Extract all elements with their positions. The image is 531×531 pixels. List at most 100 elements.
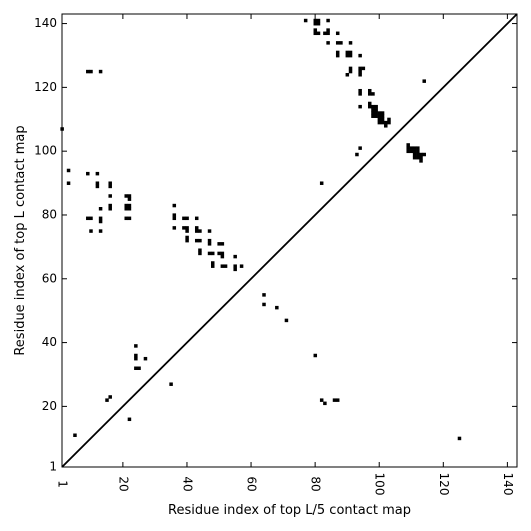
contact-point xyxy=(377,117,382,122)
contact-point xyxy=(207,251,212,256)
y-tick-label: 80 xyxy=(42,207,57,221)
contact-point xyxy=(313,21,318,26)
x-tick-label: 140 xyxy=(501,473,515,496)
contact-point xyxy=(368,88,372,93)
contact-point xyxy=(198,229,202,233)
contact-point xyxy=(108,395,112,399)
contact-point xyxy=(358,53,362,58)
contact-point xyxy=(220,251,225,256)
x-axis-ticks: 1 20 40 60 80 100 120 140 xyxy=(56,14,515,495)
contact-point xyxy=(86,216,90,221)
contact-point xyxy=(98,216,103,221)
contact-point xyxy=(124,216,128,221)
contact-point xyxy=(185,238,189,243)
contact-point xyxy=(182,216,186,221)
contact-point xyxy=(412,146,417,150)
plot-frame xyxy=(61,13,518,468)
contact-point xyxy=(368,104,372,109)
contact-point xyxy=(323,401,327,406)
contact-point xyxy=(339,41,343,45)
contact-point xyxy=(384,120,388,125)
diagonal-line xyxy=(61,13,518,468)
contact-point xyxy=(207,229,212,233)
contact-point xyxy=(172,226,177,230)
contact-point xyxy=(368,92,372,96)
x-tick-label: 100 xyxy=(373,473,387,496)
contact-point xyxy=(371,104,375,109)
contact-point xyxy=(416,152,420,157)
contact-point xyxy=(233,267,237,272)
contact-point xyxy=(95,184,100,189)
x-tick-label: 80 xyxy=(309,476,323,491)
contact-point xyxy=(419,155,423,160)
contact-point xyxy=(211,251,215,256)
contact-point xyxy=(207,238,212,243)
contact-point xyxy=(86,69,90,74)
contact-point xyxy=(313,18,318,23)
contact-point xyxy=(169,382,173,386)
contact-point xyxy=(358,66,362,71)
contact-point xyxy=(127,216,132,221)
contact-point xyxy=(380,114,385,118)
contact-point xyxy=(332,398,337,402)
contact-point xyxy=(457,436,462,441)
contact-point xyxy=(124,207,128,211)
contact-point xyxy=(134,344,138,348)
contact-point xyxy=(127,194,132,198)
contact-point xyxy=(86,171,90,176)
contact-point xyxy=(380,111,385,115)
contact-point xyxy=(172,213,177,217)
contact-point xyxy=(207,242,212,246)
contact-point xyxy=(371,108,375,112)
contact-point xyxy=(313,28,318,32)
contact-point xyxy=(335,41,340,45)
contact-point xyxy=(66,168,71,173)
x-tick-label: 60 xyxy=(245,476,259,491)
x-tick-label: 40 xyxy=(180,476,194,491)
contact-point xyxy=(422,152,426,157)
contact-point xyxy=(384,124,388,128)
contact-point xyxy=(313,31,318,36)
contact-point xyxy=(275,305,279,310)
contact-point xyxy=(220,264,225,268)
contact-point xyxy=(223,264,228,268)
contact-point xyxy=(143,356,148,361)
contact-point xyxy=(95,171,100,176)
contact-point xyxy=(182,226,186,230)
contact-point xyxy=(98,219,103,224)
contact-point xyxy=(416,155,420,160)
contact-point xyxy=(348,50,353,55)
contact-points xyxy=(60,18,462,441)
contact-point xyxy=(406,149,410,154)
contact-point xyxy=(89,216,93,221)
y-tick-label: 1 xyxy=(49,460,57,474)
contact-point xyxy=(358,92,362,96)
contact-point xyxy=(194,226,199,230)
contact-point xyxy=(412,149,417,154)
x-tick-label: 1 xyxy=(56,480,70,488)
x-tick-label: 120 xyxy=(437,473,451,496)
contact-point xyxy=(220,242,225,246)
contact-point xyxy=(239,264,244,268)
contact-point xyxy=(108,203,112,208)
contact-point xyxy=(406,146,410,150)
contact-point xyxy=(198,248,202,252)
contact-point xyxy=(211,264,215,268)
contact-point xyxy=(220,254,225,259)
contact-point xyxy=(416,146,420,150)
contact-point xyxy=(371,92,375,96)
contact-point xyxy=(387,117,391,122)
contact-point xyxy=(108,184,112,189)
contact-point xyxy=(412,152,417,157)
contact-point xyxy=(217,251,221,256)
contact-point xyxy=(319,398,324,402)
contact-point xyxy=(319,181,324,185)
contact-point xyxy=(108,207,112,211)
contact-point xyxy=(380,120,385,125)
contact-point xyxy=(73,433,77,437)
contact-point xyxy=(124,194,128,198)
contact-point xyxy=(419,152,423,157)
contact-point xyxy=(374,111,378,115)
contact-point xyxy=(95,181,100,185)
contact-point xyxy=(66,181,71,185)
